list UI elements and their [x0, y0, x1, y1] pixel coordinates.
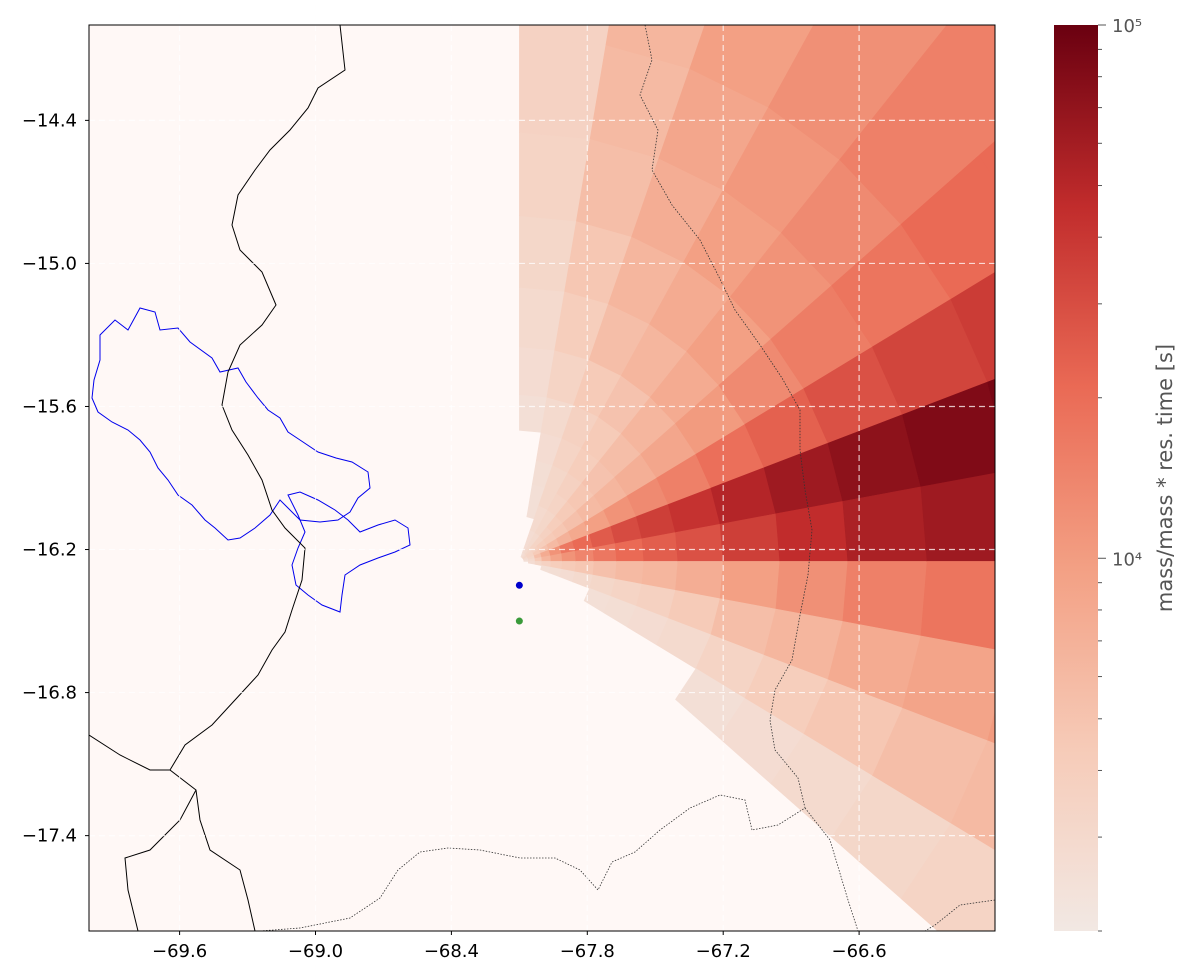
- lake-outline-south: [287, 491, 411, 613]
- colorbar-tick-label: 10⁴: [1112, 549, 1142, 570]
- y-tick-label: −14.4: [22, 110, 77, 131]
- heatmap-cells: [519, 0, 1197, 931]
- x-tick-label: −69.6: [152, 941, 207, 962]
- x-tick-label: −68.4: [424, 941, 479, 962]
- heatmap-cell: [725, 0, 877, 14]
- map-boundaries: [89, 25, 995, 931]
- x-tick-label: −69.0: [288, 941, 343, 962]
- heatmap-cell: [978, 140, 995, 180]
- heatmap-cell: [1083, 671, 1197, 818]
- gridlines: [89, 25, 995, 931]
- regional-border-south: [259, 794, 753, 931]
- heatmap-cell: [904, 25, 995, 156]
- heatmap-cell: [1083, 305, 1197, 452]
- heatmap-cell: [950, 740, 995, 851]
- x-tick-label: −67.8: [560, 941, 615, 962]
- y-tick-label: −17.4: [22, 826, 77, 847]
- colorbar-label: mass/mass * res. time [s]: [1153, 344, 1177, 612]
- heatmap-cell: [987, 710, 995, 744]
- heatmap-cell: [987, 378, 995, 413]
- heatmap-cell: [900, 823, 995, 931]
- colorbar-tick-label: 10⁵: [1112, 16, 1142, 37]
- colorbar: 10⁴ 10⁵ mass/mass * res. time [s]: [1054, 16, 1177, 932]
- heatmap-cell: [950, 272, 995, 383]
- colorbar-ticks: 10⁴ 10⁵: [1098, 16, 1142, 932]
- y-tick-label: −15.0: [22, 253, 77, 274]
- regional-border-southeast: [804, 807, 995, 931]
- heatmap-cell: [833, 25, 948, 78]
- y-tick-label: −16.2: [22, 540, 77, 561]
- plot-area: [88, 0, 1197, 932]
- source-point: [515, 617, 523, 625]
- colorbar-bar: [1054, 25, 1098, 931]
- x-tick-label: −67.2: [696, 941, 751, 962]
- y-tick-label: −15.6: [22, 396, 77, 417]
- y-axis: −14.4 −15.0 −15.6 −16.2 −16.8 −17.4: [22, 110, 89, 847]
- heatmap-cell: [605, 25, 706, 69]
- heatmap-cell: [920, 472, 995, 562]
- y-tick-label: −16.8: [22, 683, 77, 704]
- border-segment: [89, 734, 197, 931]
- x-tick-label: −66.6: [832, 941, 887, 962]
- regional-border-east: [639, 25, 813, 831]
- source-points: [515, 581, 523, 625]
- x-axis: −69.6 −69.0 −68.4 −67.8 −67.2 −66.6: [152, 931, 887, 962]
- source-point: [515, 581, 523, 589]
- plot-frame: [88, 24, 996, 932]
- lake-outline: [91, 307, 371, 541]
